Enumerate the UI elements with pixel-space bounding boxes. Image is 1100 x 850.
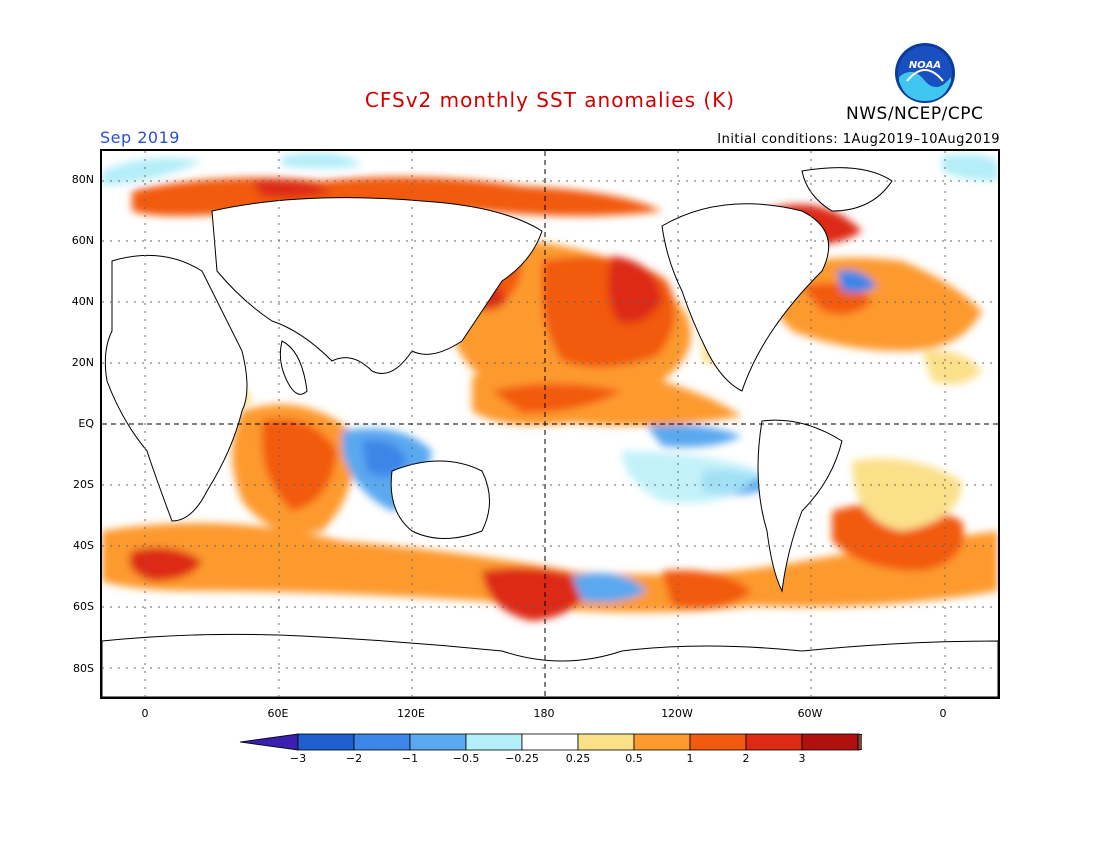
lat-label: 40N: [71, 295, 94, 308]
lat-label: 80N: [71, 173, 94, 186]
lat-label: 20S: [73, 478, 94, 491]
colorbar-swatch: [297, 733, 355, 751]
colorbar-swatch: [409, 733, 467, 751]
colorbar-swatch: [353, 733, 411, 751]
colorbar-arrow-high: [857, 733, 862, 751]
colorbar-tick-label: −3: [289, 752, 307, 765]
colorbar-swatch: [465, 733, 523, 751]
sst-field: [102, 151, 998, 697]
land-outlines: [102, 167, 998, 697]
lat-label: 80S: [73, 662, 94, 675]
initial-conditions: Initial conditions: 1Aug2019–10Aug2019: [717, 132, 1000, 147]
lon-label: 120E: [397, 707, 425, 720]
graticule: [102, 151, 998, 697]
lat-label: EQ: [78, 417, 94, 430]
colorbar-swatch: [745, 733, 803, 751]
map-title: CFSv2 monthly SST anomalies (K): [364, 88, 736, 112]
lat-label: 20N: [71, 356, 94, 369]
colorbar-swatch: [801, 733, 859, 751]
lat-label: 60S: [73, 600, 94, 613]
colorbar-tick-label: 2: [742, 752, 750, 765]
colorbar-swatch: [689, 733, 747, 751]
lon-label: 180: [533, 707, 555, 720]
forecast-month: Sep 2019: [100, 128, 180, 147]
agency-label: NWS/NCEP/CPC: [846, 104, 984, 124]
colorbar-arrow-low: [239, 733, 299, 751]
colorbar-tick-label: 0.25: [565, 752, 591, 765]
colorbar-swatch: [633, 733, 691, 751]
colorbar-tick-label: −0.25: [505, 752, 539, 765]
lon-label: 60W: [797, 707, 823, 720]
colorbar-tick-label: 3: [798, 752, 806, 765]
colorbar-swatch: [577, 733, 635, 751]
lat-label: 40S: [73, 539, 94, 552]
lon-label: 0: [141, 707, 149, 720]
colorbar-tick-label: −1: [401, 752, 419, 765]
lon-label: 0: [939, 707, 947, 720]
lat-label: 60N: [71, 234, 94, 247]
colorbar-tick-label: 1: [686, 752, 694, 765]
lon-label: 120W: [661, 707, 693, 720]
noaa-logo: NOAA: [895, 43, 955, 103]
colorbar-tick-label: −2: [345, 752, 363, 765]
noaa-logo-text: NOAA: [909, 60, 941, 71]
colorbar-swatch: [521, 733, 579, 751]
colorbar-tick-label: 0.5: [625, 752, 643, 765]
sst-anomaly-map: [100, 149, 1000, 699]
colorbar-tick-label: −0.5: [452, 752, 480, 765]
equator-dateline: [102, 151, 998, 697]
lon-label: 60E: [267, 707, 289, 720]
colorbar: [239, 733, 862, 751]
